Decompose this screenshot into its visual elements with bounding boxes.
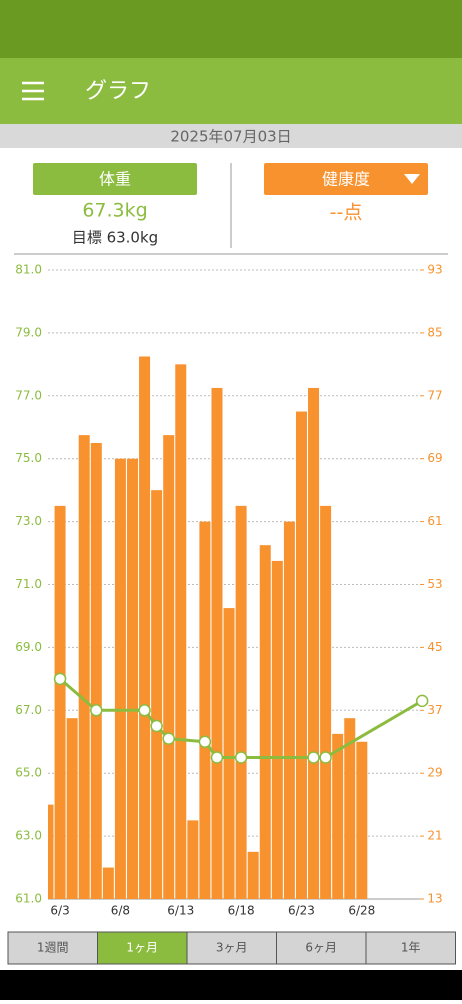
status-bar (0, 0, 462, 58)
bar (126, 458, 138, 899)
bar (271, 560, 283, 899)
y-tick-label: 63.0 (15, 829, 42, 843)
y-tick-label: 65.0 (15, 766, 42, 780)
line-segment (59, 677, 98, 712)
y2-tick-label: 93 (427, 263, 442, 277)
bar (332, 733, 344, 899)
x-tick-label: 6/28 (348, 904, 375, 918)
line-point (162, 732, 175, 745)
x-tick-label: 6/8 (111, 904, 130, 918)
y-tick-label: 79.0 (15, 325, 42, 339)
score-button[interactable] (264, 163, 428, 195)
tab-label: 1ヶ月 (126, 941, 158, 955)
goal: 目標 63.0kg (72, 229, 158, 247)
score-button-label: 健康度 (322, 170, 370, 189)
y-tick-label: 73.0 (15, 514, 42, 528)
y-tick-label: 81.0 (15, 263, 42, 277)
bar (356, 741, 368, 899)
bar (102, 867, 114, 899)
y2-tick-label: 45 (427, 640, 442, 654)
bar (211, 387, 223, 899)
nav-bar (0, 970, 462, 1000)
line-point (415, 694, 429, 708)
y2-tick-label: 53 (427, 577, 442, 591)
tab-label: 6ヶ月 (305, 941, 337, 955)
y2-tick-label: 85 (427, 325, 442, 339)
y2-tick-label: 77 (427, 388, 442, 402)
app-title: グラフ (85, 79, 151, 104)
y-tick-label: 75.0 (15, 451, 42, 465)
line-point (138, 704, 151, 717)
tab-label: 1年 (401, 941, 421, 955)
bars (48, 356, 368, 900)
date-bar (0, 124, 462, 148)
bar (223, 608, 235, 899)
line-point (319, 751, 332, 764)
tab[interactable] (186, 931, 277, 965)
weight-button-label: 体重 (99, 170, 131, 189)
y2-tick-label: 61 (427, 514, 442, 528)
y-tick-label: 77.0 (15, 388, 42, 402)
weight-value: 67.3kg (82, 200, 147, 222)
x-tick-label: 6/18 (228, 904, 255, 918)
tab[interactable] (276, 931, 367, 965)
tab-label: 1週間 (37, 941, 69, 955)
y-tick-label: 67.0 (15, 703, 42, 717)
bar (66, 718, 78, 899)
bar (283, 521, 295, 899)
bar (139, 356, 151, 899)
x-tick-label: 6/3 (50, 904, 69, 918)
bar (175, 364, 187, 900)
line-point (210, 751, 224, 764)
date: 2025年07月03日 (170, 128, 291, 146)
tab-bar: 1週間 1ヶ月 3ヶ月 6ヶ月 1年 (7, 931, 456, 965)
bar (247, 851, 259, 899)
score-value: --点 (330, 202, 363, 224)
x-tick-label: 6/23 (288, 904, 315, 918)
weight-button[interactable] (33, 163, 197, 195)
y2-tick-label: 21 (427, 829, 442, 843)
bar (295, 411, 307, 899)
tab[interactable] (365, 931, 456, 965)
line-point (150, 719, 163, 733)
bar (151, 490, 163, 899)
line-point (307, 751, 320, 764)
bar (163, 435, 175, 899)
y-tick-label: 71.0 (15, 577, 42, 591)
bar (320, 505, 332, 899)
bar (187, 820, 199, 899)
bar (114, 458, 126, 899)
bar (78, 435, 90, 899)
bar (54, 505, 66, 899)
x-tick-label: 6/13 (167, 904, 194, 918)
bar (259, 545, 271, 899)
dropdown-arrow (404, 174, 420, 184)
chart: 61.0 63.0 65.0 67.0 69.0 71.0 73.0 75.0 77.0 79.0… (15, 263, 442, 918)
line-point (53, 672, 67, 686)
bar (308, 387, 320, 899)
tab-label: 3ヶ月 (216, 941, 248, 955)
bar (235, 505, 247, 899)
y-tick-label: 61.0 (15, 892, 42, 906)
y2-tick-label: 29 (427, 766, 442, 780)
line-point (90, 704, 103, 717)
tab[interactable] (97, 931, 188, 965)
tab[interactable] (7, 931, 98, 965)
y2-tick-label: 69 (427, 451, 442, 465)
line-point (198, 735, 212, 748)
bar (90, 442, 102, 899)
bar (48, 804, 54, 899)
bar (199, 521, 211, 899)
app-bar (0, 58, 462, 124)
y-tick-label: 69.0 (15, 640, 42, 654)
bar (344, 718, 356, 899)
menu-button[interactable] (22, 81, 44, 101)
y2-tick-label: 37 (427, 703, 442, 717)
line-point (234, 751, 248, 764)
line-segment (324, 699, 423, 759)
y2-tick-label: 13 (427, 892, 442, 906)
